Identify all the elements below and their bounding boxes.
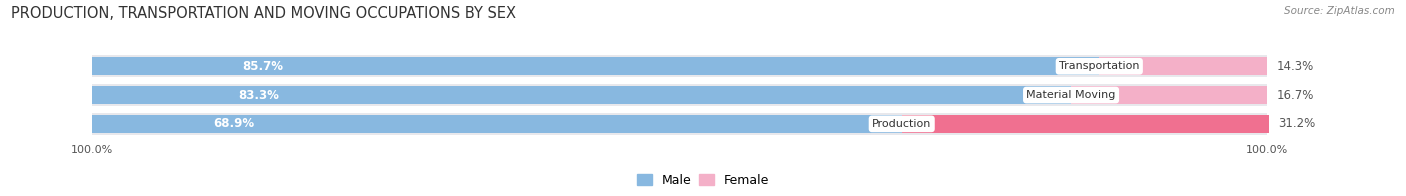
Bar bbox=[91, 86, 1071, 104]
Bar bbox=[91, 57, 1099, 75]
Text: 14.3%: 14.3% bbox=[1277, 60, 1315, 73]
Bar bbox=[91, 55, 1267, 77]
Text: Production: Production bbox=[872, 119, 931, 129]
Bar bbox=[901, 115, 1268, 133]
Bar bbox=[91, 115, 901, 133]
Text: 83.3%: 83.3% bbox=[239, 89, 280, 102]
Bar bbox=[91, 113, 1267, 135]
Text: Transportation: Transportation bbox=[1059, 61, 1139, 71]
Bar bbox=[91, 84, 1267, 106]
Text: 68.9%: 68.9% bbox=[214, 117, 254, 130]
Bar bbox=[1071, 86, 1267, 104]
Text: 31.2%: 31.2% bbox=[1278, 117, 1315, 130]
Text: Source: ZipAtlas.com: Source: ZipAtlas.com bbox=[1284, 6, 1395, 16]
Text: 16.7%: 16.7% bbox=[1277, 89, 1315, 102]
Text: 85.7%: 85.7% bbox=[243, 60, 284, 73]
Text: Material Moving: Material Moving bbox=[1026, 90, 1116, 100]
Text: PRODUCTION, TRANSPORTATION AND MOVING OCCUPATIONS BY SEX: PRODUCTION, TRANSPORTATION AND MOVING OC… bbox=[11, 6, 516, 21]
Bar bbox=[1099, 57, 1267, 75]
Legend: Male, Female: Male, Female bbox=[631, 169, 775, 192]
